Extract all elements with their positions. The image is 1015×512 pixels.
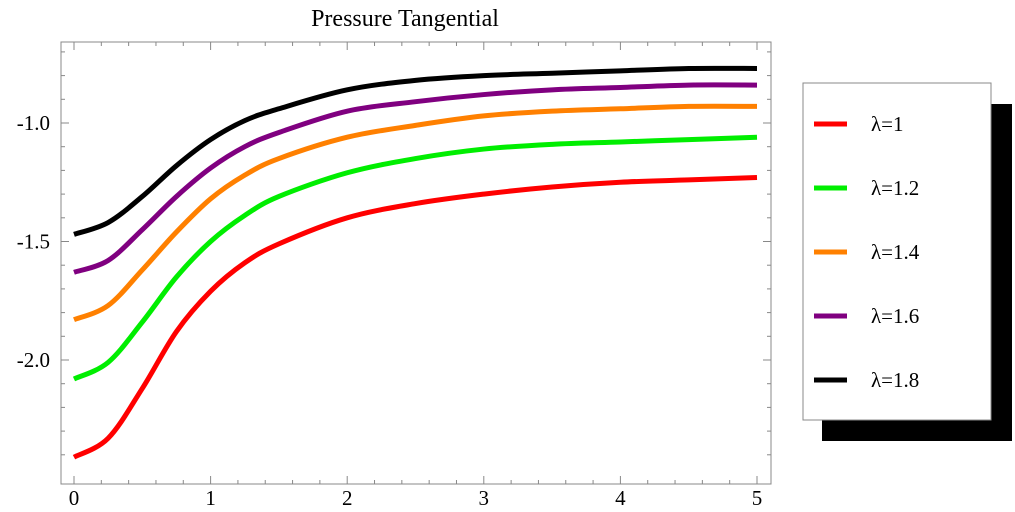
plot-frame: [60, 41, 772, 485]
legend-label-2: λ=1.2: [871, 176, 919, 200]
y-tick-label: -1.0: [17, 111, 50, 135]
legend-items: λ=1 λ=1.2 λ=1.4 λ=1.6 λ=1.8: [814, 112, 920, 392]
series-line-1: [72, 175, 758, 460]
legend-label-1: λ=1: [871, 112, 904, 136]
y-tick-label: -2.0: [17, 348, 50, 372]
series-line-2: [72, 134, 758, 382]
x-tick-label: 5: [752, 486, 763, 510]
y-tick-label: -1.5: [17, 230, 50, 254]
series-group: [72, 65, 758, 460]
x-tick-label: 1: [205, 486, 216, 510]
legend-label-3: λ=1.4: [871, 240, 920, 264]
series-line-3: [73, 103, 758, 323]
series-line-4: [73, 82, 758, 275]
x-tick-label: 2: [342, 486, 353, 510]
axis-ticks: [61, 42, 771, 484]
legend: λ=1 λ=1.2 λ=1.4 λ=1.6 λ=1.8: [802, 82, 1012, 441]
chart-title: Pressure Tangential: [311, 6, 499, 32]
legend-label-4: λ=1.6: [871, 304, 919, 328]
x-tick-label: 4: [615, 486, 626, 510]
legend-label-5: λ=1.8: [871, 368, 919, 392]
x-tick-label: 3: [479, 486, 490, 510]
axis-tick-labels: 0 1 2 3 4 5 -2.0 -1.5 -1.0: [17, 111, 763, 510]
x-tick-label: 0: [69, 486, 80, 510]
series-line-5: [73, 65, 758, 237]
